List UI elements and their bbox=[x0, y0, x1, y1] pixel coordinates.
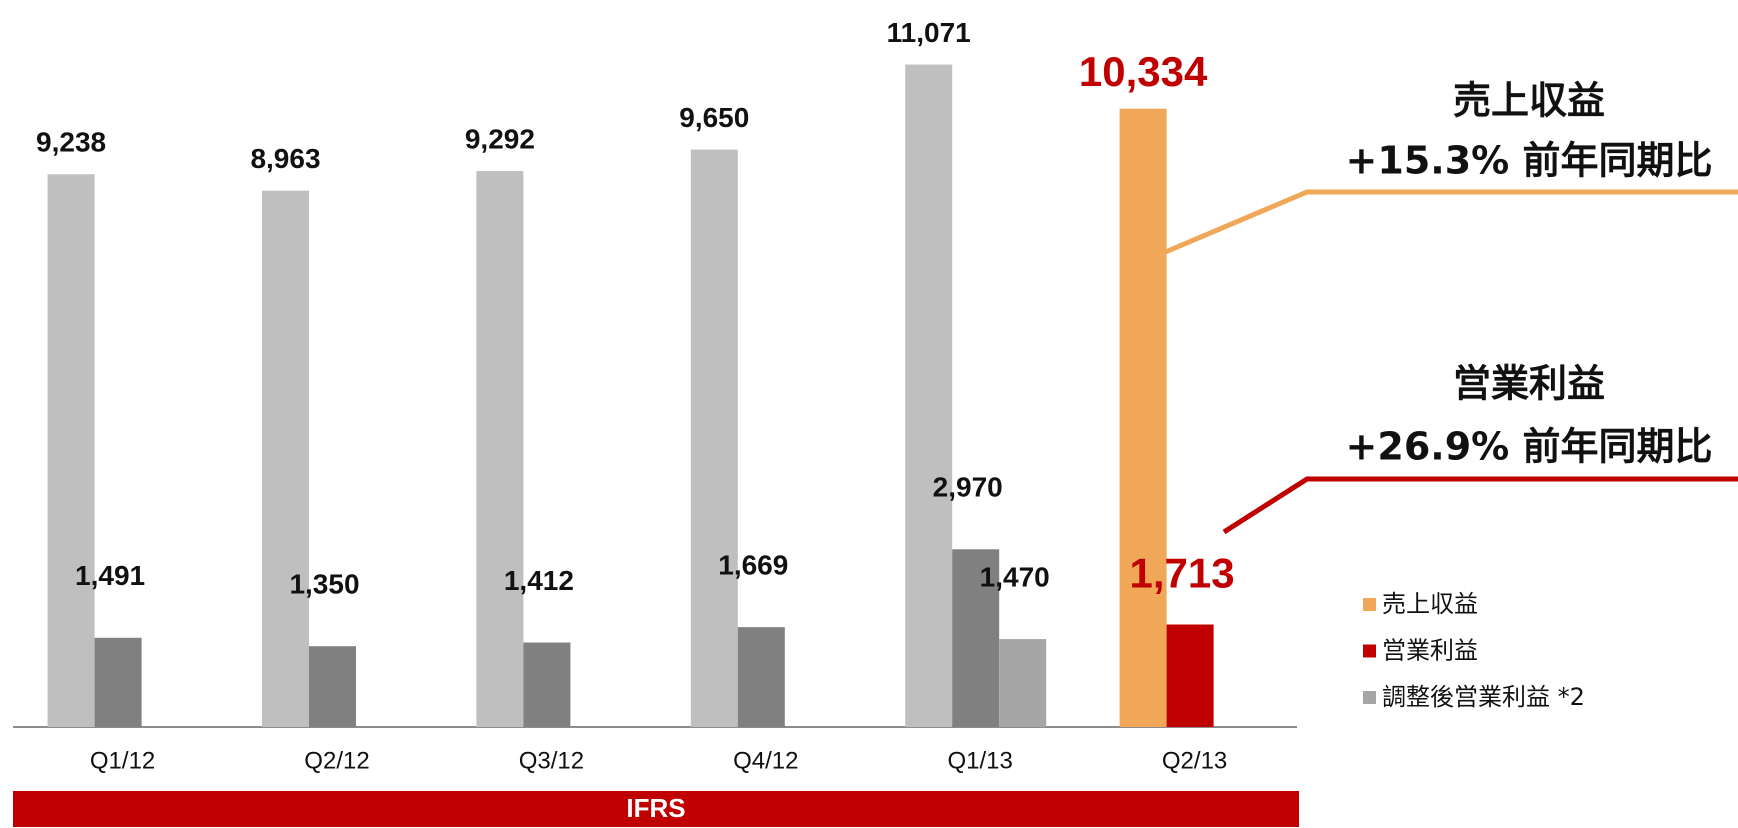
callout-line bbox=[1222, 476, 1738, 535]
bar bbox=[952, 549, 1000, 727]
bar bbox=[690, 149, 738, 727]
x-tick-label: Q2/13 bbox=[1162, 747, 1227, 774]
x-tick-label: Q4/12 bbox=[733, 747, 798, 774]
x-tick-label: Q3/12 bbox=[519, 747, 584, 774]
bar bbox=[47, 174, 95, 728]
legend-label: 営業利益 bbox=[1382, 637, 1478, 665]
x-tick-label: Q1/13 bbox=[948, 747, 1013, 774]
value-label: 9,238 bbox=[36, 127, 106, 158]
value-label: 1,491 bbox=[75, 560, 145, 591]
annotation: 営業利益 bbox=[1453, 362, 1605, 406]
legend-swatch bbox=[1363, 598, 1376, 611]
value-label: 1,412 bbox=[504, 565, 574, 596]
value-label: 1,350 bbox=[289, 569, 359, 600]
value-label: 8,963 bbox=[250, 143, 320, 174]
annotation: +15.3% 前年同期比 bbox=[1346, 139, 1713, 183]
bar bbox=[476, 171, 524, 727]
value-label: 1,470 bbox=[980, 561, 1050, 592]
bar bbox=[94, 637, 142, 727]
bar bbox=[309, 646, 356, 727]
value-label: 10,334 bbox=[1079, 48, 1208, 95]
bar bbox=[262, 190, 309, 727]
footer-label: IFRS bbox=[626, 793, 685, 823]
x-tick-label: Q1/12 bbox=[90, 747, 155, 774]
value-label: 11,071 bbox=[887, 17, 971, 48]
legend-label: 調整後営業利益 *2 bbox=[1382, 683, 1585, 711]
bar bbox=[999, 639, 1047, 727]
annotation: 売上収益 bbox=[1453, 79, 1605, 123]
bar bbox=[1119, 108, 1167, 728]
value-label: 1,669 bbox=[718, 550, 788, 581]
callout-line bbox=[1162, 189, 1738, 256]
value-label: 9,650 bbox=[679, 102, 749, 133]
value-label: 1,713 bbox=[1130, 550, 1235, 597]
value-label: 2,970 bbox=[933, 472, 1003, 503]
bar bbox=[905, 64, 953, 728]
bar bbox=[737, 627, 785, 727]
x-tick-label: Q2/12 bbox=[304, 747, 369, 774]
bar bbox=[523, 642, 571, 727]
annotation: +26.9% 前年同期比 bbox=[1346, 425, 1713, 469]
legend-swatch bbox=[1363, 691, 1376, 704]
footer-band bbox=[13, 791, 1299, 827]
legend-swatch bbox=[1363, 644, 1376, 658]
bar bbox=[1166, 624, 1214, 727]
legend-label: 売上収益 bbox=[1382, 590, 1478, 618]
value-label: 9,292 bbox=[465, 123, 535, 154]
